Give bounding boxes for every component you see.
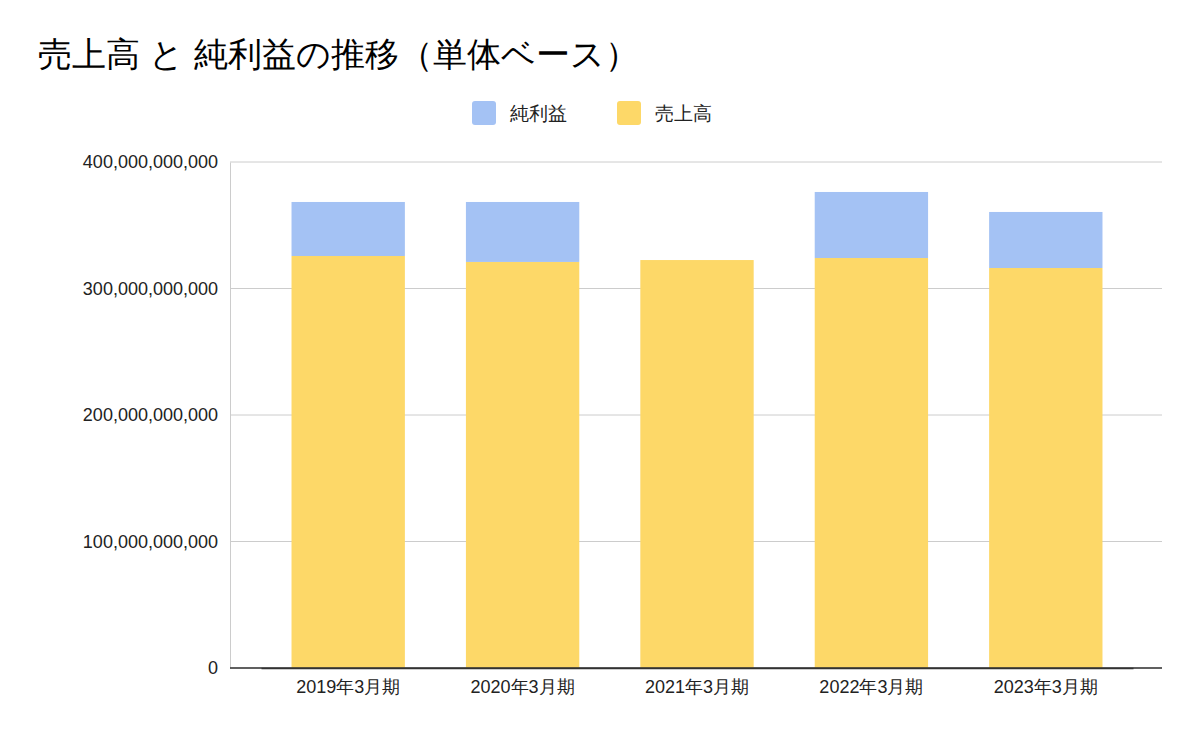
- y-tick: 0: [208, 658, 230, 678]
- grid-line: [230, 668, 1162, 669]
- bar: [466, 262, 579, 668]
- y-axis-line: [230, 163, 231, 669]
- legend-label: 売上高: [655, 103, 712, 124]
- y-tick-label: 0: [208, 658, 218, 678]
- bar: [815, 192, 928, 258]
- baseline: [230, 667, 1162, 669]
- title: 売上高 と 純利益の推移（単体ベース）: [38, 35, 639, 73]
- x-axis: 2019年3月期 2020年3月期 2021年3月期 2022年3月期 2023年3月期: [262, 668, 1134, 697]
- bar: [989, 268, 1102, 668]
- y-tick: 100,000,000,000: [83, 532, 230, 552]
- bar: [989, 212, 1102, 268]
- x-tick-label: 2023年3月期: [994, 677, 1098, 697]
- legend: 純利益 売上高: [472, 101, 712, 125]
- legend-label: 純利益: [510, 103, 567, 124]
- legend-swatch: [617, 101, 641, 125]
- y-tick: 400,000,000,000: [83, 152, 230, 172]
- y-tick: 200,000,000,000: [83, 405, 230, 425]
- x-tick-label: 2019年3月期: [296, 677, 400, 697]
- y-axis: 0 100,000,000,000 200,000,000,000 300,000,0…: [83, 152, 231, 678]
- chart: 売上高 と 純利益の推移（単体ベース） 0 100,000,000,000 200,0…: [0, 0, 1200, 742]
- bar: [466, 202, 579, 262]
- x-tick: 2021年3月期: [645, 668, 749, 697]
- x-tick-label: 2021年3月期: [645, 677, 749, 697]
- y-tick: 300,000,000,000: [83, 279, 230, 299]
- x-tick: 2020年3月期: [471, 668, 575, 697]
- bar: [292, 202, 405, 256]
- y-tick-label: 400,000,000,000: [83, 152, 218, 172]
- bar: [640, 260, 753, 261]
- x-tick: 2022年3月期: [819, 668, 923, 697]
- x-tick-label: 2020年3月期: [471, 677, 575, 697]
- bar: [815, 258, 928, 668]
- grid-line: [230, 162, 1162, 163]
- x-tick: 2019年3月期: [296, 668, 400, 697]
- grid: [230, 162, 1162, 668]
- x-tick: 2023年3月期: [994, 668, 1098, 697]
- x-tick-label: 2022年3月期: [819, 677, 923, 697]
- y-tick-label: 300,000,000,000: [83, 279, 218, 299]
- bar: [640, 260, 753, 668]
- legend-swatch: [472, 101, 496, 125]
- bars: [292, 192, 1103, 668]
- y-tick-label: 200,000,000,000: [83, 405, 218, 425]
- bar: [292, 256, 405, 668]
- y-tick-label: 100,000,000,000: [83, 532, 218, 552]
